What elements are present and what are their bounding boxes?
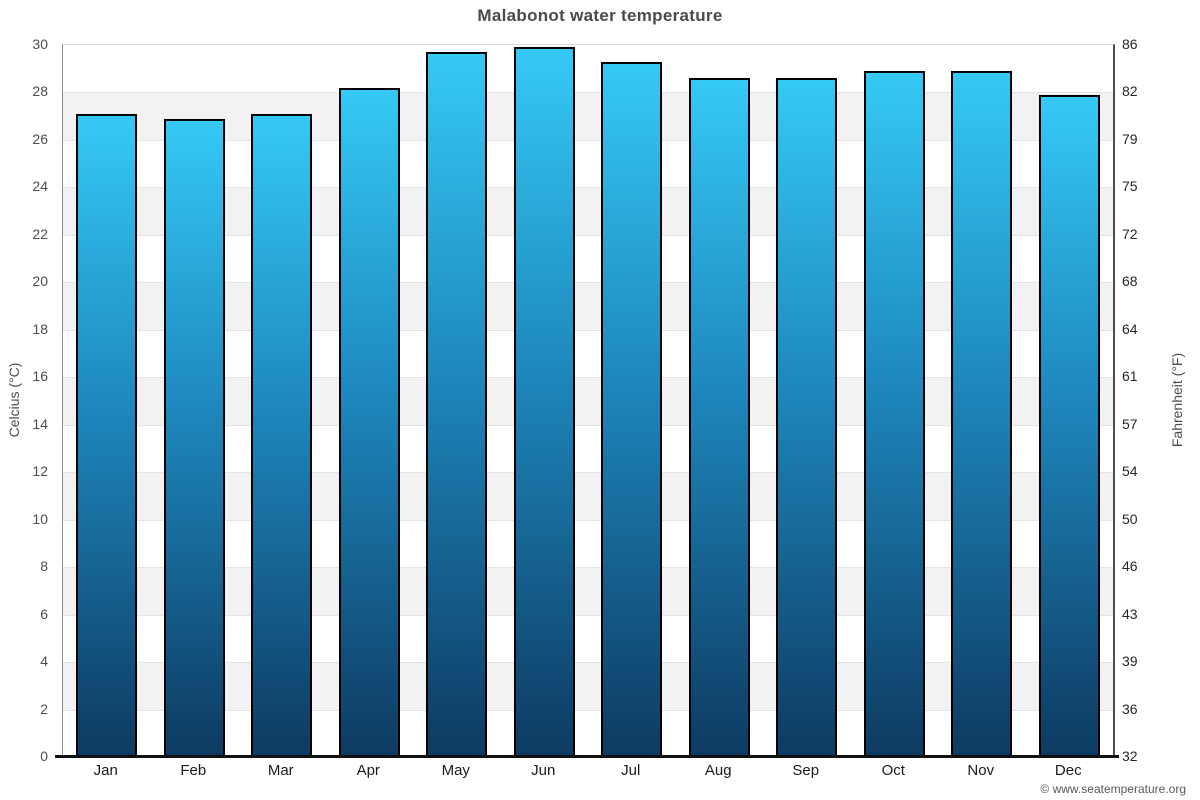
y-tick-left-12: 12 xyxy=(32,463,48,480)
bar-apr[interactable] xyxy=(338,87,400,757)
bar-jan[interactable] xyxy=(76,113,138,757)
x-tick-apr: Apr xyxy=(356,762,380,779)
x-tick-nov: Nov xyxy=(967,762,995,779)
credit-link[interactable]: © www.seatemperature.org xyxy=(1040,782,1186,796)
y-tick-right-43: 43 xyxy=(1122,605,1138,622)
y-tick-right-79: 79 xyxy=(1122,130,1138,147)
bar-jun[interactable] xyxy=(513,47,575,757)
plot-area xyxy=(62,44,1115,757)
x-tick-jul: Jul xyxy=(621,762,641,779)
y-tick-right-50: 50 xyxy=(1122,510,1138,527)
y-tick-right-68: 68 xyxy=(1122,273,1138,290)
x-tick-mar: Mar xyxy=(267,762,294,779)
y-tick-right-54: 54 xyxy=(1122,463,1138,480)
y-tick-right-36: 36 xyxy=(1122,700,1138,717)
y-tick-right-82: 82 xyxy=(1122,83,1138,100)
y-tick-right-72: 72 xyxy=(1122,225,1138,242)
y-tick-left-20: 20 xyxy=(32,273,48,290)
y-tick-left-24: 24 xyxy=(32,178,48,195)
y-tick-left-28: 28 xyxy=(32,83,48,100)
x-tick-oct: Oct xyxy=(881,762,905,779)
y-tick-right-57: 57 xyxy=(1122,415,1138,432)
x-tick-dec: Dec xyxy=(1054,762,1082,779)
y-tick-left-0: 0 xyxy=(40,748,48,764)
y-tick-left-30: 30 xyxy=(32,36,48,52)
bar-jul[interactable] xyxy=(601,61,663,757)
y-tick-right-86: 86 xyxy=(1122,36,1138,52)
y-tick-left-4: 4 xyxy=(40,653,48,670)
y-tick-right-46: 46 xyxy=(1122,558,1138,575)
bar-feb[interactable] xyxy=(163,118,225,757)
bar-oct[interactable] xyxy=(863,71,925,757)
y-tick-right-32: 32 xyxy=(1122,748,1138,764)
x-tick-aug: Aug xyxy=(704,762,732,779)
x-axis-baseline xyxy=(55,755,1119,758)
x-tick-jun: Jun xyxy=(531,762,556,779)
y-tick-left-2: 2 xyxy=(40,700,48,717)
y-tick-left-10: 10 xyxy=(32,510,48,527)
y-tick-right-64: 64 xyxy=(1122,320,1138,337)
y-tick-left-8: 8 xyxy=(40,558,48,575)
y-tick-left-14: 14 xyxy=(32,415,48,432)
bar-mar[interactable] xyxy=(251,113,313,757)
bar-aug[interactable] xyxy=(688,78,750,757)
y-tick-left-18: 18 xyxy=(32,320,48,337)
x-tick-sep: Sep xyxy=(792,762,820,779)
y-axis-right-title: Fahrenheit (°F) xyxy=(1169,352,1185,448)
x-tick-jan: Jan xyxy=(93,762,118,779)
y-tick-left-6: 6 xyxy=(40,605,48,622)
y-tick-left-22: 22 xyxy=(32,225,48,242)
chart-title: Malabonot water temperature xyxy=(477,6,723,25)
y-axis-left-title: Celcius (°C) xyxy=(6,362,22,438)
bar-sep[interactable] xyxy=(776,78,838,757)
x-tick-may: May xyxy=(441,762,470,779)
y-tick-right-39: 39 xyxy=(1122,653,1138,670)
bar-may[interactable] xyxy=(426,52,488,757)
y-tick-right-75: 75 xyxy=(1122,178,1138,195)
bar-dec[interactable] xyxy=(1038,94,1100,757)
y-tick-right-61: 61 xyxy=(1122,368,1138,385)
y-tick-left-16: 16 xyxy=(32,368,48,385)
bar-nov[interactable] xyxy=(951,71,1013,757)
y-tick-left-26: 26 xyxy=(32,130,48,147)
x-tick-feb: Feb xyxy=(180,762,207,779)
